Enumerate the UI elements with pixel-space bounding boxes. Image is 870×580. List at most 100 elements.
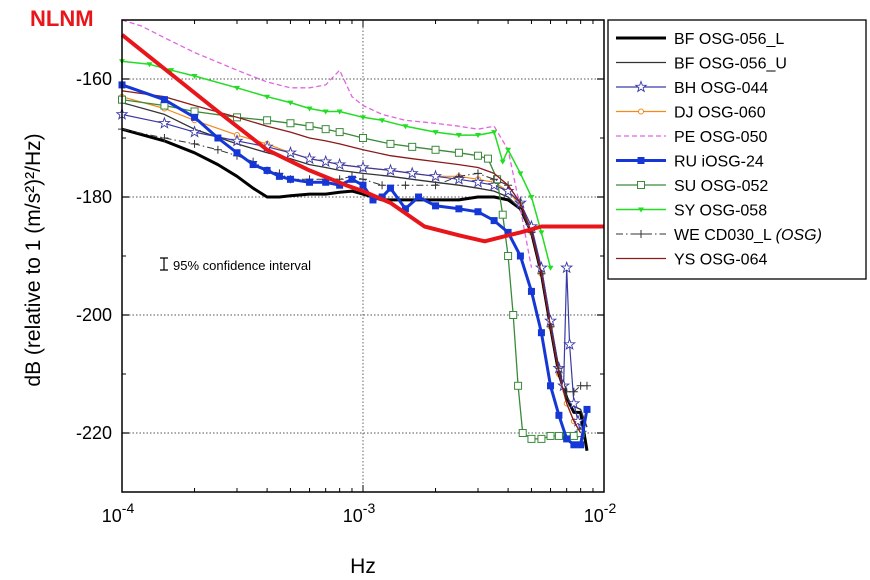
x-tick-label: 10-4	[102, 500, 135, 526]
y-tick-label: -180	[76, 187, 112, 207]
data-point	[454, 148, 463, 157]
data-point	[369, 196, 377, 204]
nlnm-line	[120, 33, 604, 244]
data-point	[287, 100, 294, 106]
data-point	[637, 230, 645, 238]
data-point	[474, 208, 482, 216]
data-point	[359, 181, 367, 189]
data-point	[517, 171, 524, 177]
data-point	[501, 184, 515, 197]
y-tick-label: -160	[76, 69, 112, 89]
nlnm-layer	[120, 33, 604, 244]
legend-label-italic: (OSG)	[776, 227, 822, 244]
data-point	[637, 181, 645, 189]
data-point	[638, 207, 644, 213]
data-point	[302, 151, 317, 165]
grid-lines	[122, 20, 604, 492]
data-point	[431, 181, 440, 190]
legend-entry: RU iOSG-24	[616, 154, 764, 171]
data-point	[428, 169, 443, 182]
data-point	[634, 80, 648, 93]
legend-label: PE OSG-050	[674, 129, 767, 146]
legend-label: DJ OSG-060	[674, 105, 766, 122]
data-point	[474, 133, 481, 139]
data-point	[378, 181, 387, 190]
data-point	[356, 160, 370, 173]
data-point	[348, 175, 356, 183]
legend-entry: BH OSG-044	[616, 80, 768, 97]
data-point	[213, 145, 222, 154]
data-point	[306, 106, 313, 112]
data-point	[509, 311, 518, 319]
series-sy-osg-058	[119, 59, 554, 271]
data-point	[191, 74, 198, 80]
data-point	[432, 202, 440, 210]
data-point	[359, 134, 367, 142]
legend-entry: YS OSG-064	[616, 252, 767, 269]
legend-entry: BF OSG-056_L	[616, 31, 784, 48]
data-point	[402, 124, 409, 130]
y-axis-title: dB (relative to 1 (m/s²)²/Hz)	[22, 133, 45, 386]
data-point	[454, 172, 463, 181]
data-point	[408, 142, 417, 151]
data-point	[518, 429, 527, 437]
legend-label: YS OSG-064	[674, 252, 767, 269]
data-point	[322, 178, 330, 186]
legend-label: BF OSG-056_L	[674, 31, 784, 48]
data-point	[336, 181, 344, 189]
legend-label: RU iOSG-24	[674, 154, 764, 171]
data-point	[473, 151, 482, 160]
data-point	[577, 441, 585, 449]
data-point	[401, 205, 409, 213]
data-point	[263, 166, 271, 174]
data-point	[190, 139, 199, 148]
data-point	[490, 217, 498, 225]
data-point	[386, 139, 395, 148]
series-layer	[115, 19, 591, 451]
data-point	[321, 125, 330, 134]
data-point	[168, 68, 175, 74]
legend-label: SU OSG-052	[674, 178, 768, 195]
data-point	[306, 178, 314, 186]
data-point	[335, 128, 344, 137]
data-point	[638, 108, 644, 115]
series-ru-iosg-24	[118, 81, 591, 449]
data-point	[547, 265, 554, 271]
series-pe-osg-050	[121, 19, 533, 268]
data-point	[263, 116, 272, 125]
data-point	[527, 434, 536, 443]
x-tick-label: 10-2	[584, 500, 617, 526]
x-tick-exponent: -2	[604, 500, 617, 516]
data-point	[230, 134, 244, 147]
data-point	[233, 149, 241, 157]
x-tick-label: 10-3	[343, 500, 376, 526]
data-point	[286, 175, 294, 183]
legend-entry: DJ OSG-060	[616, 105, 766, 122]
data-point	[555, 411, 563, 419]
data-point	[286, 119, 295, 128]
y-tick-label: -220	[76, 423, 112, 443]
data-point	[473, 169, 482, 178]
data-point	[157, 116, 172, 129]
data-point	[322, 109, 329, 115]
data-point	[505, 147, 512, 153]
legend-label: BH OSG-044	[674, 80, 768, 97]
data-point	[490, 175, 499, 184]
x-tick-exponent: -4	[122, 500, 135, 516]
data-point	[504, 252, 513, 260]
axis-ticks: -160 -180 -200 -220 10-4 10-3 10-2	[76, 19, 617, 526]
x-tick-exponent: -3	[363, 500, 376, 516]
data-point	[637, 157, 645, 164]
data-point	[233, 85, 240, 91]
series-ys-osg-064	[121, 90, 582, 434]
data-point	[546, 431, 555, 440]
data-point	[514, 381, 523, 390]
y-tick-label: -200	[76, 305, 112, 325]
data-point	[264, 94, 271, 100]
legend-entry: BF OSG-056_U	[616, 56, 787, 73]
legend-label: WE CD030_L (OSG)	[674, 227, 822, 244]
confidence-bar-icon	[160, 257, 168, 271]
data-point	[386, 184, 394, 192]
data-point	[378, 193, 386, 201]
series-line	[121, 113, 582, 434]
